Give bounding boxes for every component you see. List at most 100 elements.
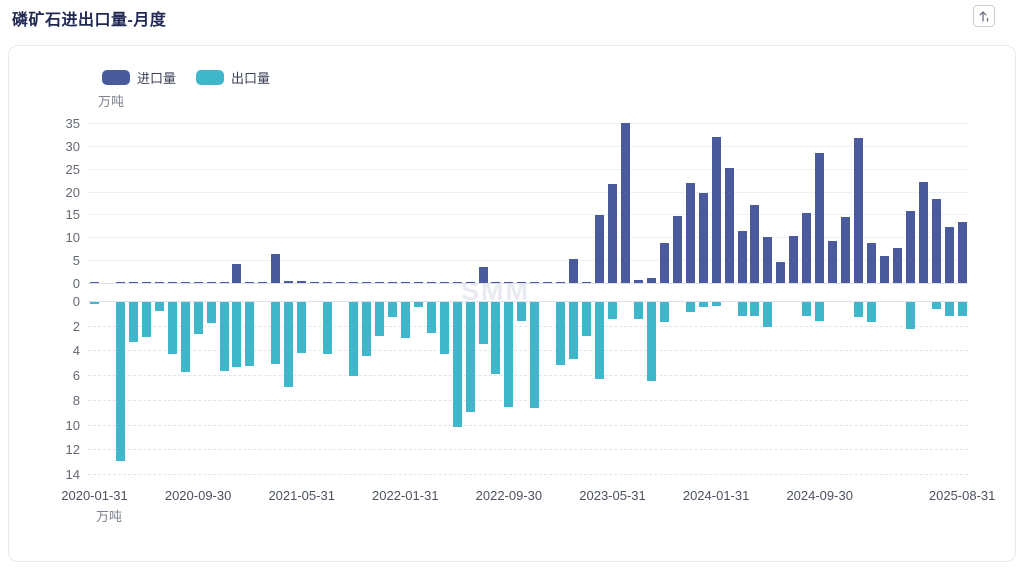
export-bar[interactable] [737, 302, 747, 316]
export-bar[interactable] [387, 302, 397, 317]
export-bar[interactable] [802, 302, 812, 316]
import-bar[interactable] [323, 282, 333, 283]
export-bar[interactable] [465, 302, 475, 412]
import-bar[interactable] [828, 240, 838, 283]
import-bar[interactable] [646, 278, 656, 283]
import-bar[interactable] [90, 282, 99, 283]
import-bar[interactable] [944, 226, 954, 283]
import-bar[interactable] [776, 261, 786, 283]
import-bar[interactable] [724, 167, 734, 283]
import-bar[interactable] [258, 282, 268, 283]
import-bar[interactable] [193, 282, 203, 283]
import-bar[interactable] [802, 212, 812, 283]
export-bar[interactable] [569, 302, 579, 359]
export-bar[interactable] [167, 302, 177, 354]
export-bar[interactable] [245, 302, 255, 367]
import-bar[interactable] [841, 216, 851, 283]
import-bar[interactable] [374, 282, 384, 283]
export-bar[interactable] [517, 302, 527, 321]
export-bar[interactable] [905, 302, 915, 329]
import-bar[interactable] [672, 216, 682, 283]
export-bar[interactable] [763, 302, 773, 328]
export-bar[interactable] [115, 302, 125, 462]
import-bar[interactable] [297, 281, 307, 283]
import-bar[interactable] [879, 256, 889, 283]
export-bar[interactable] [180, 302, 190, 372]
export-bar[interactable] [698, 302, 708, 307]
import-bar[interactable] [698, 192, 708, 283]
legend-item-exports[interactable]: 出口量 [196, 68, 270, 87]
export-bar[interactable] [504, 302, 514, 408]
import-bar[interactable] [128, 281, 138, 283]
import-bar[interactable] [815, 152, 825, 283]
import-bar[interactable] [517, 282, 527, 283]
export-bar[interactable] [646, 302, 656, 382]
import-bar[interactable] [685, 183, 695, 283]
export-bar[interactable] [374, 302, 384, 336]
import-bar[interactable] [620, 123, 630, 283]
import-bar[interactable] [439, 282, 449, 283]
import-bar[interactable] [556, 282, 566, 283]
import-bar[interactable] [349, 282, 358, 283]
import-bar[interactable] [154, 282, 164, 283]
import-bar[interactable] [504, 282, 514, 283]
export-bar[interactable] [284, 302, 294, 388]
import-bar[interactable] [659, 243, 669, 283]
import-bar[interactable] [271, 254, 281, 283]
import-bar[interactable] [336, 282, 346, 283]
export-bar[interactable] [711, 302, 721, 306]
export-bar[interactable] [750, 302, 760, 316]
import-bar[interactable] [400, 282, 410, 283]
export-bar[interactable] [556, 302, 566, 366]
import-bar[interactable] [905, 210, 915, 283]
export-bar[interactable] [439, 302, 449, 354]
export-bar[interactable] [361, 302, 371, 357]
import-bar[interactable] [478, 267, 488, 283]
import-bar[interactable] [931, 199, 941, 283]
export-bar[interactable] [323, 302, 333, 354]
export-bar[interactable] [206, 302, 216, 323]
import-bar[interactable] [763, 237, 773, 283]
import-bar[interactable] [918, 181, 928, 283]
import-bar[interactable] [219, 282, 229, 283]
import-bar[interactable] [232, 263, 242, 283]
export-bar[interactable] [491, 302, 501, 374]
import-bar[interactable] [737, 230, 747, 283]
export-bar[interactable] [595, 302, 605, 379]
export-bar[interactable] [659, 302, 669, 322]
import-bar[interactable] [245, 282, 255, 283]
import-bar[interactable] [141, 281, 151, 283]
export-bar[interactable] [944, 302, 954, 317]
export-bar[interactable] [957, 302, 967, 317]
export-bar[interactable] [426, 302, 436, 333]
import-bar[interactable] [180, 282, 190, 283]
export-bar[interactable] [530, 302, 540, 409]
import-bar[interactable] [206, 282, 216, 283]
export-button[interactable] [973, 5, 995, 27]
import-bar[interactable] [543, 282, 553, 283]
import-bar[interactable] [310, 281, 320, 283]
import-bar[interactable] [957, 221, 967, 283]
legend-item-imports[interactable]: 进口量 [102, 68, 176, 87]
import-bar[interactable] [413, 281, 423, 283]
import-bar[interactable] [595, 214, 605, 283]
import-bar[interactable] [115, 282, 125, 283]
export-bar[interactable] [232, 302, 242, 368]
import-bar[interactable] [530, 282, 540, 283]
export-bar[interactable] [400, 302, 410, 338]
export-bar[interactable] [867, 302, 876, 323]
import-bar[interactable] [633, 280, 643, 283]
import-bar[interactable] [582, 282, 592, 283]
export-bar[interactable] [633, 302, 643, 320]
export-bar[interactable] [297, 302, 307, 353]
import-bar[interactable] [789, 235, 799, 283]
export-bar[interactable] [193, 302, 203, 335]
import-bar[interactable] [750, 205, 760, 283]
export-bar[interactable] [452, 302, 462, 427]
export-bar[interactable] [815, 302, 825, 321]
import-bar[interactable] [608, 183, 617, 283]
export-bar[interactable] [931, 302, 941, 310]
export-bar[interactable] [608, 302, 617, 320]
import-bar[interactable] [284, 281, 294, 283]
export-bar[interactable] [90, 302, 99, 304]
